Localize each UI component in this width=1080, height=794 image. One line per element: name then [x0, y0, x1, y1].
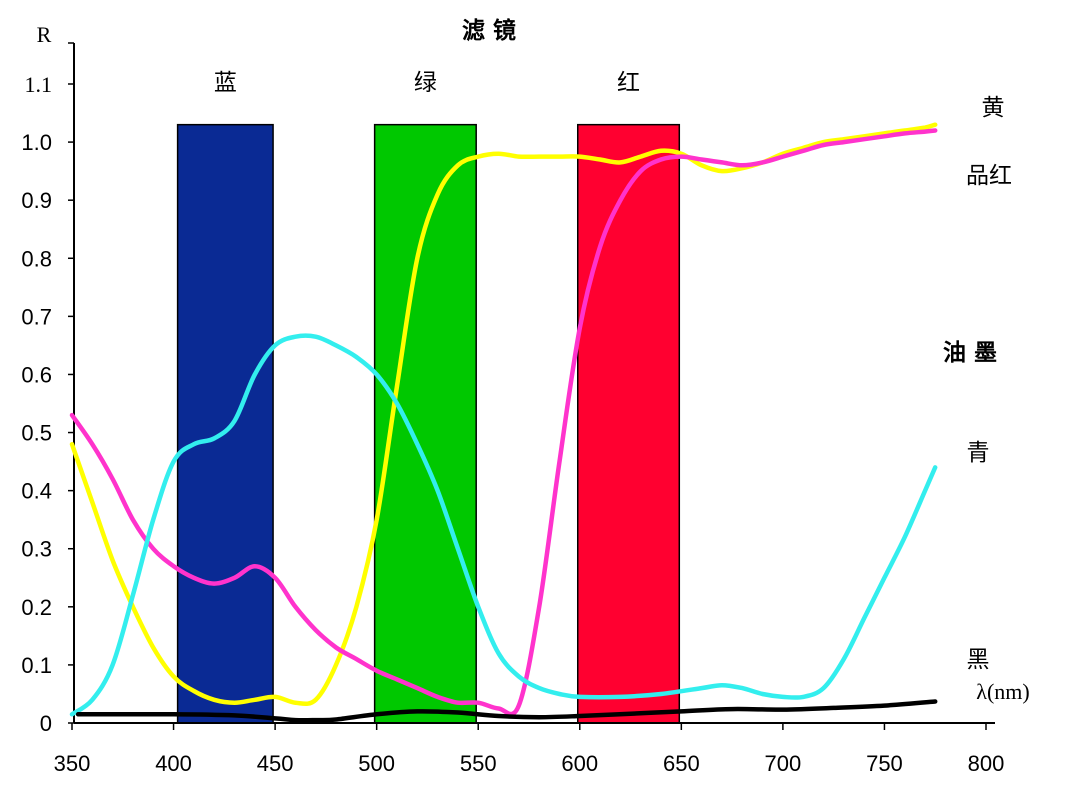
x-tick-label-5: 600: [561, 751, 598, 776]
x-tick-label-2: 450: [257, 751, 294, 776]
x-tick-label-8: 750: [866, 751, 903, 776]
x-axis-label: λ(nm): [976, 679, 1029, 704]
legend-label-cyan: 青: [967, 440, 990, 466]
y-tick-label-6: 0.6: [21, 362, 52, 387]
filter-label-2: 红: [617, 70, 640, 96]
legend-label-magenta: 品红: [966, 163, 1012, 189]
x-tick-label-1: 400: [155, 751, 192, 776]
y-tick-label-5: 0.5: [21, 421, 52, 446]
y-tick-label-2: 0.2: [21, 595, 52, 620]
y-tick-label-4: 0.4: [21, 479, 52, 504]
y-axis-label: R: [37, 22, 52, 47]
y-tick-label-8: 0.8: [21, 246, 52, 271]
y-tick-label-0: 0: [40, 711, 52, 736]
y-tick-label-10: 1.0: [21, 130, 52, 155]
legend-ink-group-label: 油 墨: [943, 340, 997, 366]
filter-bar-0: [178, 125, 273, 723]
filter-bar-2: [578, 125, 680, 723]
x-tick-label-0: 350: [54, 751, 91, 776]
x-tick-label-4: 550: [460, 751, 497, 776]
y-tick-label-11: 1.1: [25, 72, 53, 97]
y-tick-label-1: 0.1: [21, 653, 52, 678]
filter-label-0: 蓝: [214, 70, 237, 96]
x-axis-ticks: 350 400 450 500 550 600 650 700 750 800: [54, 723, 1005, 776]
x-tick-label-3: 500: [358, 751, 395, 776]
legend-label-black: 黑: [967, 647, 990, 673]
filter-label-1: 绿: [414, 70, 437, 96]
y-tick-label-9: 0.9: [21, 188, 52, 213]
y-axis-ticks: 0 0.1 0.2 0.3 0.4 0.5 0.6 0.7 0.8 0.9 1.0 1.1: [21, 43, 74, 736]
y-tick-label-7: 0.7: [21, 304, 52, 329]
x-tick-label-9: 800: [968, 751, 1005, 776]
chart-title: 滤 镜: [462, 17, 516, 44]
x-tick-label-6: 650: [663, 751, 700, 776]
x-tick-label-7: 700: [765, 751, 802, 776]
y-tick-label-3: 0.3: [21, 537, 52, 562]
filter-bars: 蓝绿红: [178, 70, 680, 723]
legend-label-yellow: 黄: [982, 95, 1005, 121]
